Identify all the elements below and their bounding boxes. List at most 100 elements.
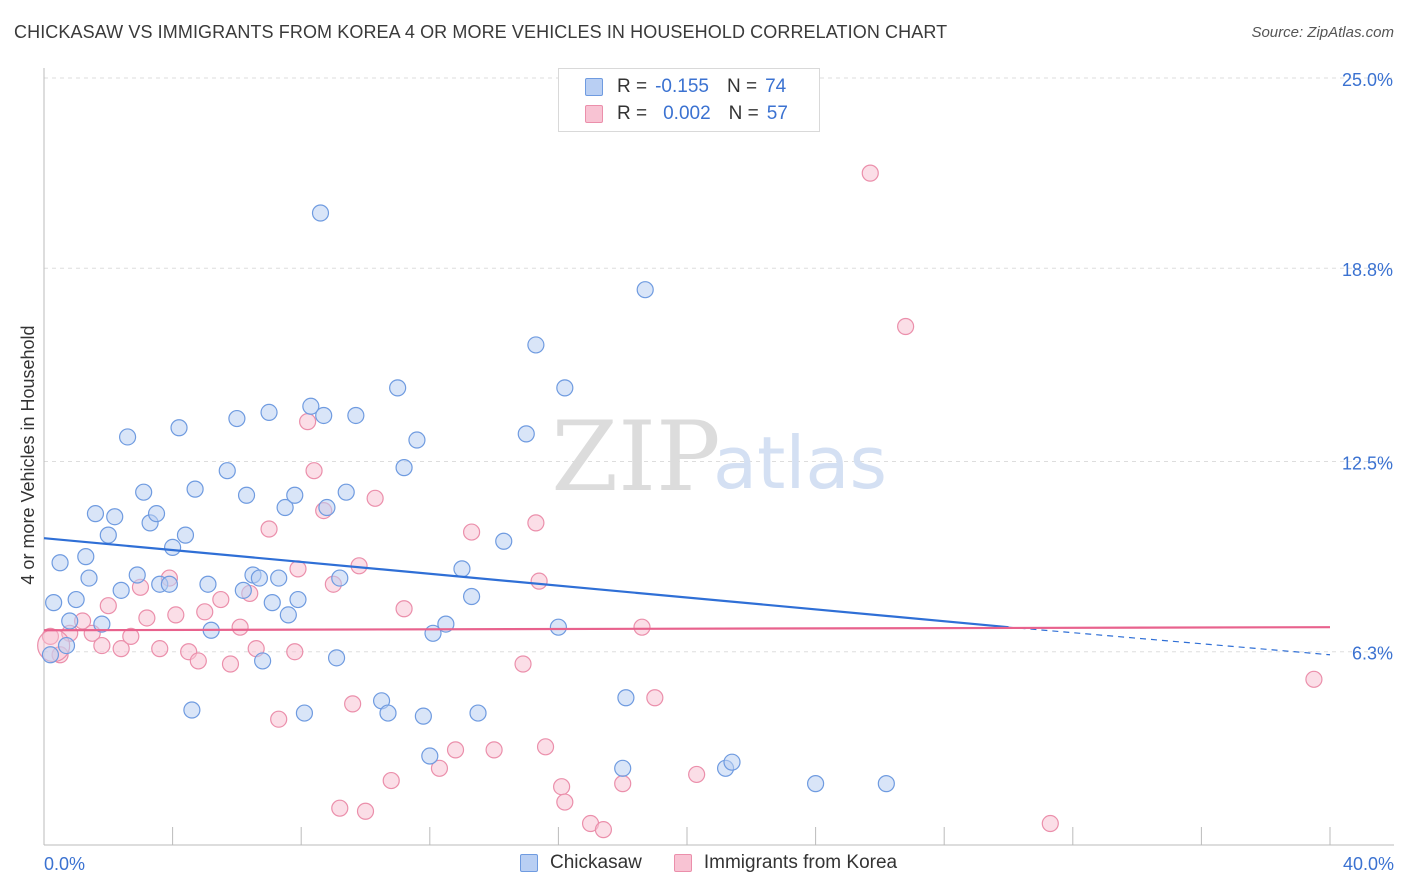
legend-swatch-blue bbox=[585, 78, 603, 96]
stats-legend: R = -0.155 N = 74 R = 0.002 N = 57 bbox=[558, 68, 820, 132]
chickasaw-point bbox=[234, 581, 252, 599]
korea-point bbox=[514, 655, 532, 673]
korea-point bbox=[99, 597, 117, 615]
korea-point bbox=[289, 560, 307, 578]
axis-labels: 4 or more Vehicles in Household 0.0% 40.… bbox=[18, 70, 1394, 874]
korea-point bbox=[196, 603, 214, 621]
chickasaw-point bbox=[286, 486, 304, 504]
chickasaw-point bbox=[877, 775, 895, 793]
chickasaw-point bbox=[128, 566, 146, 584]
watermark-atlas: atlas bbox=[713, 421, 887, 505]
chickasaw-point bbox=[186, 480, 204, 498]
legend-swatch-pink bbox=[585, 105, 603, 123]
chickasaw-point bbox=[237, 486, 256, 504]
legend-r-value: -0.155 bbox=[655, 76, 709, 97]
chickasaw-point bbox=[453, 560, 471, 578]
chickasaw-point bbox=[135, 483, 153, 501]
chickasaw-point bbox=[327, 649, 346, 667]
chickasaw-point bbox=[86, 505, 105, 523]
korea-point bbox=[366, 489, 384, 507]
korea-point bbox=[462, 523, 481, 541]
korea-point bbox=[536, 738, 555, 756]
chickasaw-point bbox=[250, 569, 269, 587]
chickasaw-trend-line bbox=[43, 537, 1009, 629]
legend-item-chickasaw[interactable]: Chickasaw bbox=[520, 852, 642, 874]
korea-point bbox=[897, 317, 915, 336]
korea-point bbox=[1041, 814, 1059, 833]
chickasaw-point bbox=[263, 594, 281, 612]
korea-point bbox=[151, 640, 169, 658]
legend-swatch-blue bbox=[520, 854, 538, 872]
chickasaw-point bbox=[617, 689, 635, 707]
x-tick-label-min: 0.0% bbox=[44, 854, 85, 874]
chickasaw-point bbox=[389, 379, 407, 397]
legend-n-value: 57 bbox=[766, 103, 788, 124]
chickasaw-point bbox=[77, 548, 95, 566]
chickasaw-point bbox=[93, 615, 111, 633]
korea-point bbox=[594, 821, 613, 839]
source-credit: Source: ZipAtlas.com bbox=[1251, 24, 1394, 41]
chickasaw-point bbox=[302, 397, 320, 415]
chickasaw-point bbox=[549, 618, 568, 636]
korea-point bbox=[122, 627, 140, 645]
grid bbox=[44, 77, 1394, 653]
chickasaw-point bbox=[462, 587, 481, 606]
chickasaw-point bbox=[80, 569, 98, 587]
chickasaw-point bbox=[437, 615, 455, 633]
y-tick-label: 18.8% bbox=[1342, 260, 1393, 280]
chickasaw-point bbox=[176, 526, 195, 544]
korea-point bbox=[260, 520, 278, 538]
korea-point bbox=[688, 765, 706, 784]
chickasaw-point bbox=[614, 759, 632, 777]
legend-r-value: 0.002 bbox=[663, 103, 711, 124]
korea-point bbox=[305, 462, 323, 480]
legend-label-chickasaw: Chickasaw bbox=[550, 852, 642, 873]
chickasaw-trend-extension bbox=[1008, 626, 1331, 656]
chickasaw-point bbox=[556, 379, 574, 397]
chickasaw-point bbox=[112, 581, 130, 599]
korea-point bbox=[614, 775, 632, 793]
legend-row-korea: R = 0.002 N = 57 bbox=[585, 102, 788, 126]
korea-point bbox=[270, 710, 288, 728]
korea-trend-line bbox=[43, 626, 1331, 632]
korea-point bbox=[356, 802, 375, 820]
legend-item-korea[interactable]: Immigrants from Korea bbox=[673, 852, 898, 874]
chickasaw-point bbox=[636, 281, 654, 299]
chickasaw-point bbox=[421, 747, 439, 765]
korea-point bbox=[530, 572, 548, 590]
y-tick-label: 12.5% bbox=[1342, 454, 1393, 474]
x-tick-label-max: 40.0% bbox=[1343, 854, 1394, 874]
chickasaw-point bbox=[495, 532, 513, 550]
legend-r-label: R = bbox=[617, 103, 648, 124]
chickasaw-point bbox=[295, 704, 314, 722]
watermark-zip: ZIP bbox=[551, 401, 720, 513]
chickasaw-point bbox=[270, 569, 288, 587]
chickasaw-point bbox=[45, 594, 63, 612]
watermark: ZIP atlas bbox=[551, 401, 887, 513]
korea-point bbox=[446, 741, 465, 759]
legend-label-korea: Immigrants from Korea bbox=[703, 852, 898, 873]
series-legend: Chickasaw Immigrants from Korea bbox=[520, 852, 929, 874]
chickasaw-point bbox=[51, 554, 69, 572]
korea-point bbox=[93, 636, 111, 655]
korea-point bbox=[382, 771, 400, 790]
legend-r-label: R = bbox=[617, 76, 648, 97]
korea-point bbox=[861, 164, 879, 182]
chickasaw-point bbox=[41, 646, 60, 664]
chickasaw-point bbox=[260, 403, 278, 422]
y-axis-label: 4 or more Vehicles in Household bbox=[18, 325, 38, 584]
chickasaw-point bbox=[67, 590, 85, 609]
chickasaw-point bbox=[347, 406, 365, 425]
legend-row-chickasaw: R = -0.155 N = 74 bbox=[585, 75, 786, 99]
korea-point bbox=[221, 655, 240, 673]
y-tick-label: 6.3% bbox=[1352, 644, 1393, 664]
chickasaw-point bbox=[318, 498, 336, 517]
korea-point bbox=[231, 618, 249, 636]
chart-title: CHICKASAW VS IMMIGRANTS FROM KOREA 4 OR … bbox=[14, 22, 948, 42]
korea-point bbox=[553, 778, 571, 796]
korea-point bbox=[633, 618, 651, 636]
chickasaw-point bbox=[276, 498, 294, 517]
chickasaw-point bbox=[527, 336, 545, 354]
korea-point bbox=[1305, 670, 1323, 688]
